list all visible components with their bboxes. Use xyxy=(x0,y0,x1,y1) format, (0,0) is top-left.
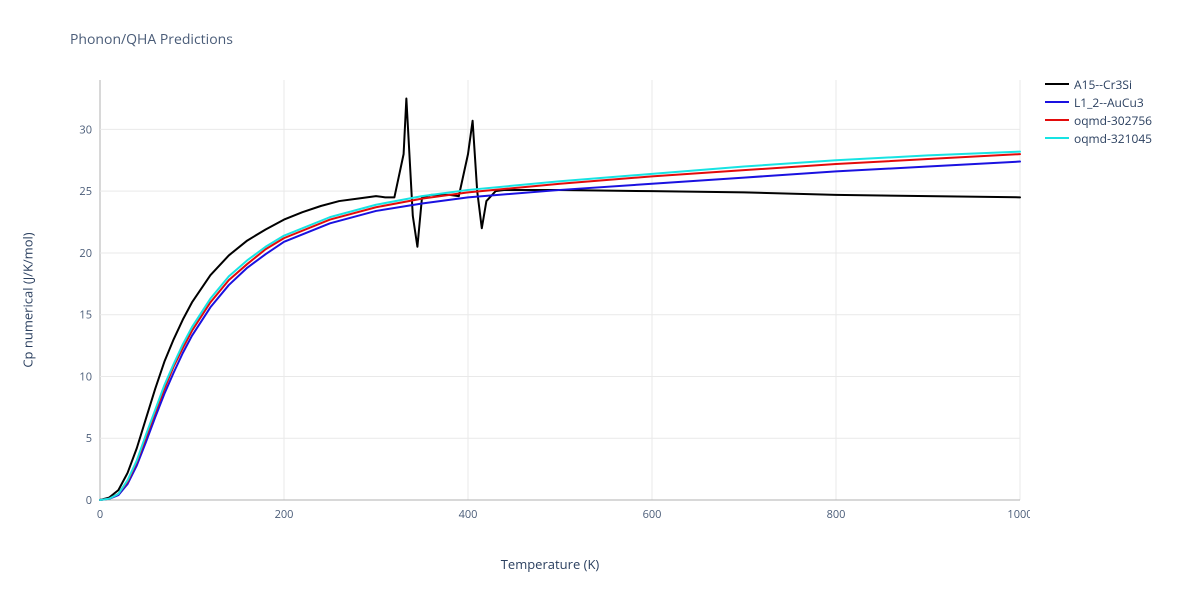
y-tick-label: 15 xyxy=(79,308,92,323)
series-line[interactable] xyxy=(100,162,1020,500)
plot-svg: 0 200 400 600 800 1000 0 5 10 15 20 25 30 xyxy=(70,70,1030,530)
x-tick-label: 400 xyxy=(459,507,478,522)
x-tick-label: 0 xyxy=(97,507,103,522)
y-tick-label: 5 xyxy=(86,431,92,446)
chart-title: Phonon/QHA Predictions xyxy=(70,30,233,49)
x-axis-label: Temperature (K) xyxy=(70,555,1030,573)
legend-item[interactable]: L1_2--AuCu3 xyxy=(1045,93,1152,111)
legend-swatch xyxy=(1045,119,1069,121)
legend-swatch xyxy=(1045,83,1069,85)
y-tick-label: 30 xyxy=(79,122,92,137)
legend-label: A15--Cr3Si xyxy=(1074,76,1132,93)
y-tick-label: 10 xyxy=(79,369,92,384)
legend-label: L1_2--AuCu3 xyxy=(1074,94,1144,111)
y-axis-label-wrap: Cp numerical (J/K/mol) xyxy=(18,70,38,530)
x-tick-label: 800 xyxy=(827,507,846,522)
x-tick-label: 1000 xyxy=(1007,507,1030,522)
y-tick-label: 25 xyxy=(79,184,92,199)
series-line[interactable] xyxy=(100,154,1020,500)
plot-area[interactable]: 0 200 400 600 800 1000 0 5 10 15 20 25 30 xyxy=(70,70,1030,530)
chart-container: Phonon/QHA Predictions 02004006008001000… xyxy=(0,0,1200,600)
series-line[interactable] xyxy=(100,152,1020,500)
legend-swatch xyxy=(1045,101,1069,103)
y-axis-label: Cp numerical (J/K/mol) xyxy=(19,232,37,367)
legend-item[interactable]: oqmd-321045 xyxy=(1045,129,1152,147)
y-tick-label: 20 xyxy=(79,246,92,261)
legend-item[interactable]: A15--Cr3Si xyxy=(1045,75,1152,93)
y-tick-label: 0 xyxy=(86,493,92,508)
legend-item[interactable]: oqmd-302756 xyxy=(1045,111,1152,129)
x-tick-label: 600 xyxy=(643,507,662,522)
legend-label: oqmd-302756 xyxy=(1074,112,1152,129)
legend-label: oqmd-321045 xyxy=(1074,130,1152,147)
x-tick-label: 200 xyxy=(275,507,294,522)
legend-swatch xyxy=(1045,137,1069,139)
chart-legend: A15--Cr3SiL1_2--AuCu3oqmd-302756oqmd-321… xyxy=(1045,75,1152,147)
